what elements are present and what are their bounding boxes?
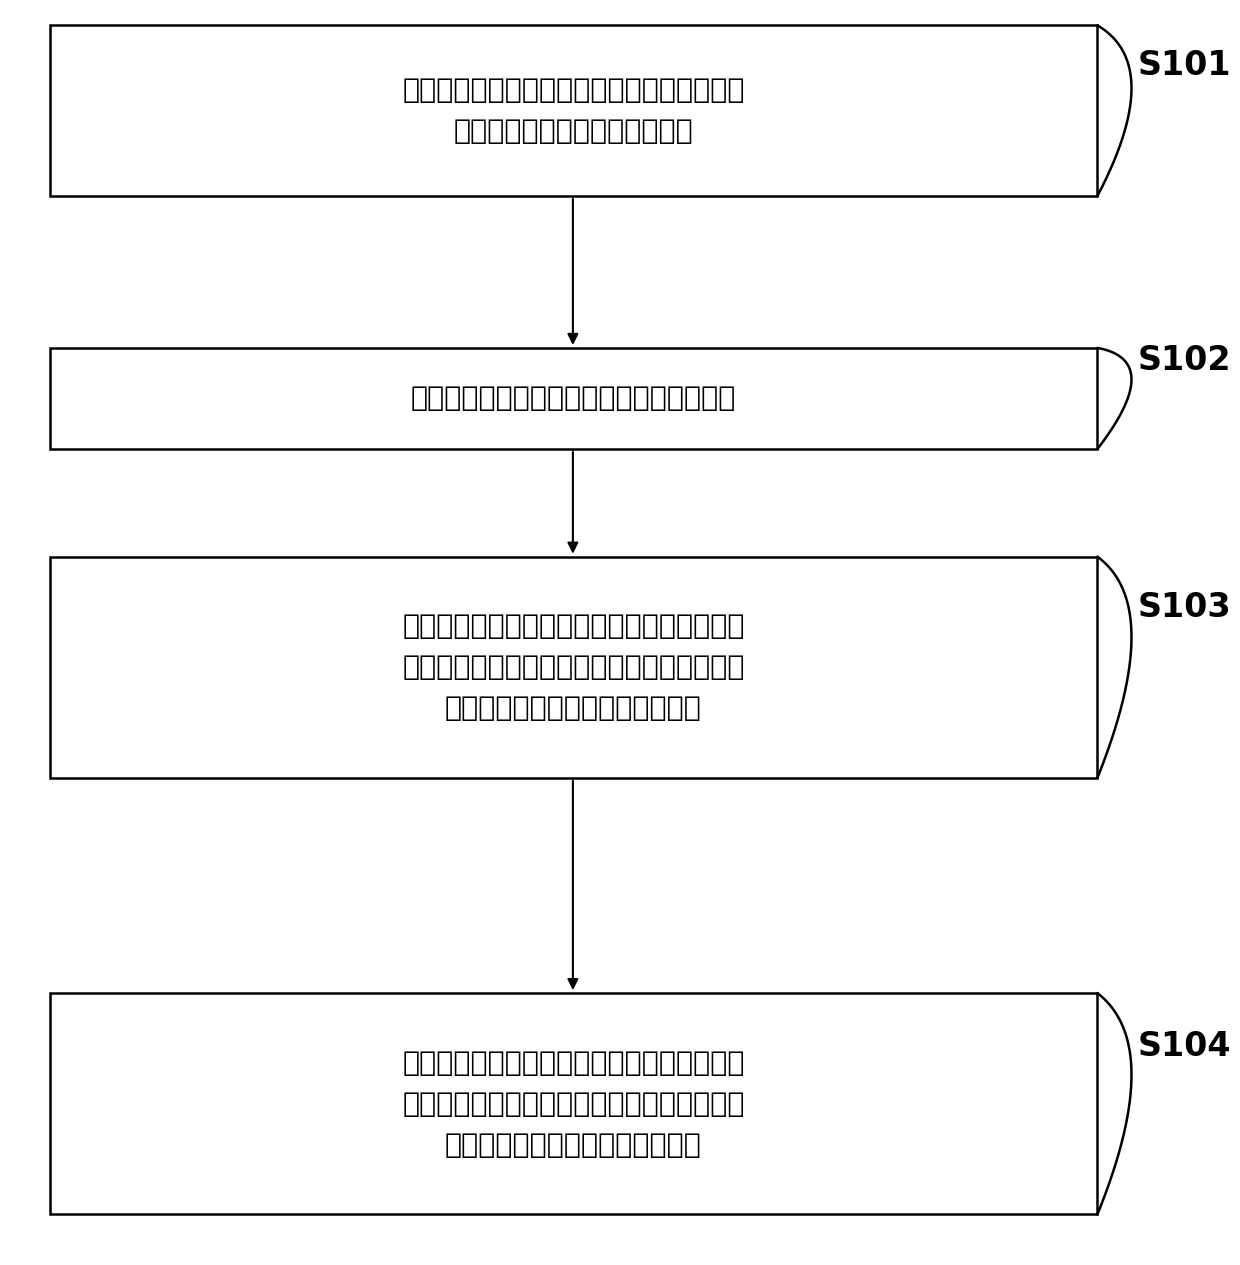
Bar bbox=[50, 557, 1097, 778]
Text: S103: S103 bbox=[1137, 591, 1231, 624]
Bar bbox=[50, 25, 1097, 196]
Text: 若当前应用所对应驱动模块为第一接口对应硬
件设备的驱动模块，则将复用驱动模块驱动的
输入输出管脚申请给第一接口使用: 若当前应用所对应驱动模块为第一接口对应硬 件设备的驱动模块，则将复用驱动模块驱动… bbox=[402, 612, 745, 722]
Text: 若当前应用所对应驱动模块为第二接口对应硬
件设备的驱动模块，则将复用驱动模块驱动的
输入输出管脚申请给第二接口使用: 若当前应用所对应驱动模块为第二接口对应硬 件设备的驱动模块，则将复用驱动模块驱动… bbox=[402, 1049, 745, 1159]
Text: S102: S102 bbox=[1137, 344, 1231, 377]
Bar bbox=[50, 993, 1097, 1214]
Text: 复用驱动模块判断当前应用所对应驱动模块: 复用驱动模块判断当前应用所对应驱动模块 bbox=[410, 385, 737, 412]
Text: S104: S104 bbox=[1137, 1030, 1231, 1063]
Text: 将主芯片对应于同步串行总线的管脚申请为复
用驱动模块驱动的输入输出管脚: 将主芯片对应于同步串行总线的管脚申请为复 用驱动模块驱动的输入输出管脚 bbox=[402, 76, 745, 145]
Text: S101: S101 bbox=[1137, 49, 1231, 82]
Bar bbox=[50, 348, 1097, 449]
